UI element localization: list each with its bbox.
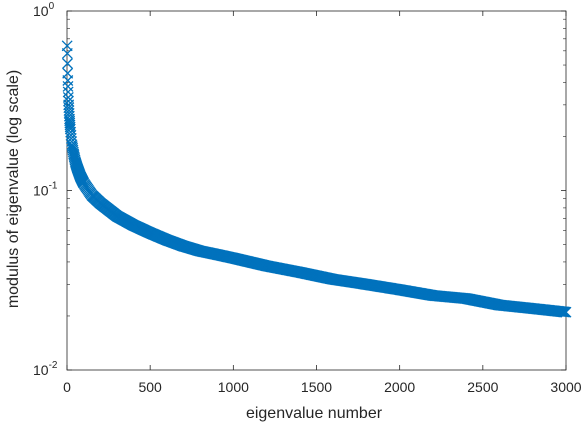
x-tick-label: 1500	[301, 379, 332, 395]
x-tick-label: 500	[138, 379, 162, 395]
x-tick-label: 0	[63, 379, 71, 395]
y-tick-label: 100	[33, 1, 55, 19]
x-tick-label: 2000	[384, 379, 415, 395]
y-tick-label: 10-1	[33, 181, 58, 199]
x-tick-label: 1000	[218, 379, 249, 395]
plot-layer: 0 500 1000 1500 2000 2500 3000 10-2 10-1 100	[33, 1, 581, 395]
y-axis-label: modulus of eigenvalue (log scale)	[5, 70, 22, 308]
x-axis-label: eigenvalue number	[246, 405, 383, 422]
x-tick-label: 3000	[550, 379, 581, 395]
data-point-x-marker	[62, 86, 74, 98]
data-point-x-marker	[560, 306, 572, 318]
plot-frame	[66, 10, 567, 371]
x-tick-label: 2500	[467, 379, 498, 395]
data-point-x-marker	[61, 48, 73, 59]
data-point-x-marker	[62, 80, 74, 92]
data-point-x-marker	[62, 58, 73, 69]
y-tick-label: 10-2	[33, 360, 58, 378]
